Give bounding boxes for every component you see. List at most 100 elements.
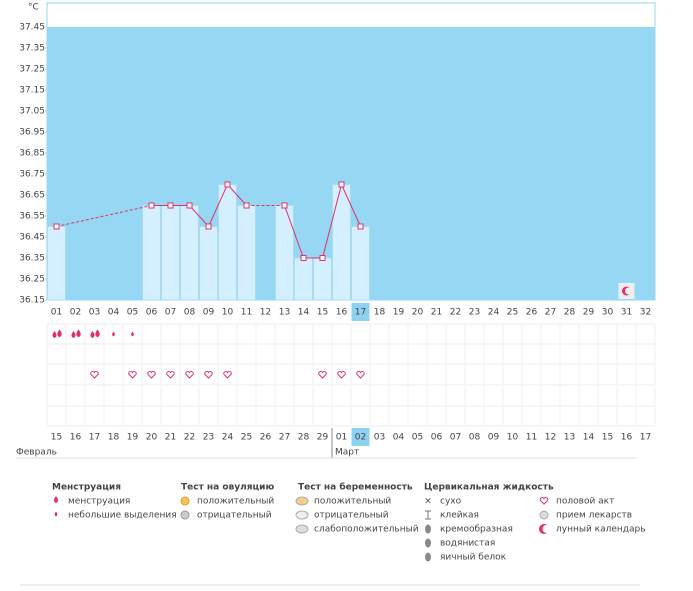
date-label: 06: [431, 433, 443, 443]
temperature-bar: [218, 184, 237, 301]
temperature-point: [281, 202, 288, 209]
temperature-bar: [294, 257, 313, 301]
menstruation-icon: [57, 329, 62, 338]
intercourse-icon: [147, 371, 156, 379]
menstruation-icon: [90, 331, 95, 338]
current-date: [351, 428, 370, 446]
legend-icon: [295, 524, 309, 534]
y-tick-label: 36.95: [19, 128, 45, 138]
legend-item: яичный белок: [440, 553, 507, 563]
legend-title: Цервикальная жидкость: [424, 483, 554, 493]
date-label: 28: [298, 433, 310, 443]
day-label: 24: [488, 308, 500, 318]
temperature-bar: [313, 257, 332, 301]
day-label: 10: [222, 308, 234, 318]
day-label: 18: [374, 308, 386, 318]
day-label: 07: [165, 308, 176, 318]
current-day: [351, 303, 370, 321]
day-label: 25: [507, 308, 518, 318]
temperature-bar: [161, 205, 180, 301]
legend-icon: ×: [424, 497, 432, 507]
day-label: 32: [640, 308, 651, 318]
legend-item: водянистая: [440, 539, 495, 549]
date-label: 03: [374, 433, 385, 443]
legend-icon: [54, 511, 58, 517]
y-tick-label: 37.05: [19, 107, 45, 117]
y-unit: °C: [28, 3, 39, 13]
temperature-point: [53, 223, 60, 230]
temperature-bar: [332, 184, 351, 301]
date-label: 25: [241, 433, 252, 443]
temperature-bar: [142, 205, 161, 301]
legend-icon: [295, 510, 309, 520]
temperature-point: [243, 202, 250, 209]
intercourse-icon: [128, 371, 137, 379]
temperature-point: [357, 223, 364, 230]
day-label: 17: [355, 308, 366, 318]
day-label: 04: [108, 308, 120, 318]
y-tick-label: 36.15: [19, 296, 45, 306]
legend-icon: [539, 497, 549, 505]
intercourse-icon: [166, 371, 175, 379]
day-label: 21: [431, 308, 442, 318]
temperature-bar: [199, 226, 218, 301]
date-label: 15: [602, 433, 613, 443]
month-label: Март: [335, 448, 359, 458]
legend-icon: [180, 510, 190, 520]
legend-icon: [295, 496, 309, 506]
day-label: 26: [526, 308, 538, 318]
date-label: 15: [51, 433, 62, 443]
date-label: 16: [70, 433, 82, 443]
legend-item: клейкая: [440, 511, 479, 521]
y-tick-label: 36.25: [19, 275, 45, 285]
date-label: 24: [222, 433, 234, 443]
temperature-point: [167, 202, 174, 209]
legend-item: менструация: [68, 497, 130, 507]
date-label: 29: [317, 433, 329, 443]
day-label: 28: [564, 308, 576, 318]
y-tick-label: 36.75: [19, 170, 45, 180]
menstruation-icon: [71, 331, 76, 338]
legend-icon: [539, 510, 549, 520]
legend-icon: [542, 525, 551, 533]
y-tick-label: 36.55: [19, 212, 45, 222]
y-tick-label: 37.45: [19, 23, 45, 33]
temperature-point: [186, 202, 193, 209]
date-label: 20: [146, 433, 158, 443]
temperature-point: [300, 255, 307, 261]
y-tick-label: 37.15: [19, 86, 45, 96]
date-label: 18: [108, 433, 120, 443]
intercourse-icon: [204, 371, 213, 379]
legend-item: отрицательный: [197, 511, 272, 521]
day-label: 14: [298, 308, 310, 318]
temperature-bar: [275, 205, 294, 301]
intercourse-icon: [318, 371, 327, 379]
legend-item: лунный календарь: [556, 525, 646, 535]
day-label: 16: [336, 308, 348, 318]
day-label: 01: [51, 308, 62, 318]
legend-item: отрицательный: [314, 511, 389, 521]
date-label: 27: [279, 433, 290, 443]
y-tick-label: 37.35: [19, 44, 45, 54]
legend-icon: [425, 538, 431, 548]
date-label: 01: [336, 433, 347, 443]
day-label: 02: [70, 308, 81, 318]
spotting-icon: [131, 331, 134, 337]
date-label: 02: [355, 433, 366, 443]
date-label: 08: [469, 433, 481, 443]
temperature-point: [319, 255, 326, 261]
intercourse-icon: [356, 371, 365, 379]
day-label: 11: [241, 308, 252, 318]
intercourse-icon: [90, 371, 99, 379]
spotting-icon: [112, 331, 115, 337]
legend-icon: [425, 524, 431, 534]
temperature-point: [205, 223, 212, 230]
intercourse-icon: [337, 371, 346, 379]
menstruation-icon: [52, 331, 57, 338]
date-label: 05: [412, 433, 423, 443]
date-label: 26: [260, 433, 272, 443]
date-label: 19: [127, 433, 139, 443]
date-label: 21: [165, 433, 176, 443]
day-label: 08: [184, 308, 196, 318]
day-label: 29: [583, 308, 595, 318]
